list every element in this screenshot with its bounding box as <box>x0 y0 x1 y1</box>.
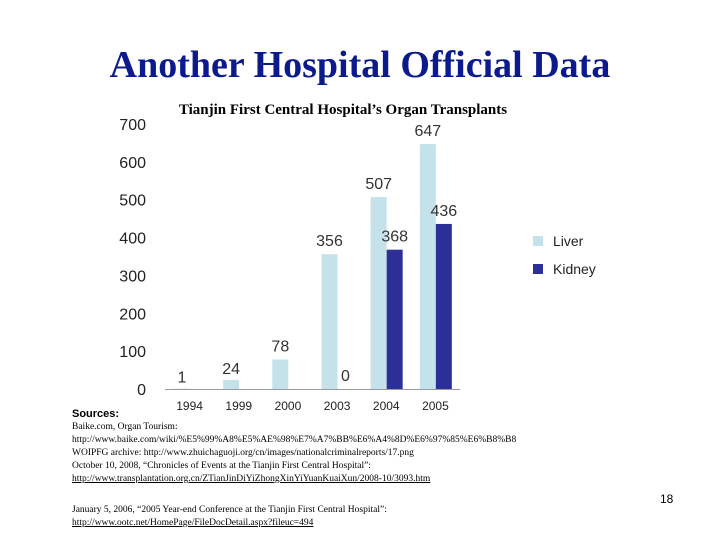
source-line: http://www.baike.com/wiki/%E5%99%A8%E5%A… <box>72 435 517 445</box>
liver-bar <box>272 359 289 389</box>
kidney-bar <box>435 223 452 389</box>
liver-bar <box>321 254 338 389</box>
data-label: 436 <box>430 203 457 220</box>
data-labels: 1 24 78 356 0 507 368 647 436 <box>178 123 458 387</box>
data-label: 368 <box>381 229 408 246</box>
slide-title: Another Hospital Official Data <box>109 44 611 86</box>
y-tick-label: 700 <box>119 117 146 134</box>
data-label: 24 <box>222 361 240 378</box>
y-tick-label: 500 <box>119 193 146 210</box>
y-tick-label: 600 <box>119 155 146 172</box>
y-tick-label: 200 <box>119 306 146 323</box>
kidney-legend-swatch <box>533 264 543 274</box>
page-number: 18 <box>660 492 674 506</box>
sources: Sources: Baike.com, Organ Tourism: http:… <box>72 408 672 530</box>
y-tick-label: 0 <box>137 382 146 399</box>
x-tick-label: 2003 <box>324 399 351 410</box>
x-tick-label: 1999 <box>225 399 252 410</box>
sources-label: Sources: <box>72 408 120 420</box>
x-axis: 1994 1999 2000 2003 2004 2005 <box>165 389 460 410</box>
spacer <box>72 486 672 504</box>
source-line: WOIPFG archive: http://www.zhuichaguoji.… <box>72 448 414 458</box>
y-tick-label: 100 <box>119 344 146 361</box>
x-tick-label: 1994 <box>176 399 203 410</box>
liver-bar <box>223 379 240 389</box>
data-label: 507 <box>365 176 392 193</box>
liver-bar <box>370 197 387 389</box>
source-line: January 5, 2006, “2005 Year-end Conferen… <box>72 505 387 515</box>
bars <box>174 144 452 389</box>
x-tick-label: 2000 <box>275 399 302 410</box>
data-label: 78 <box>271 338 289 355</box>
data-label: 0 <box>341 368 350 385</box>
source-line: Baike.com, Organ Tourism: <box>72 422 178 432</box>
data-label: 1 <box>178 370 187 387</box>
source-line: October 10, 2008, “Chronicles of Events … <box>72 461 371 471</box>
organ-transplant-chart: Tianjin First Central Hospital’s Organ T… <box>119 102 596 410</box>
legend-label: Kidney <box>553 261 596 277</box>
x-tick-label: 2005 <box>422 399 449 410</box>
data-label: 647 <box>414 123 441 140</box>
kidney-bar <box>386 249 403 389</box>
legend-label: Liver <box>553 233 584 249</box>
liver-bar <box>419 144 436 389</box>
x-tick-label: 2004 <box>373 399 400 410</box>
y-axis: 0 100 200 300 400 500 600 700 <box>119 117 146 399</box>
data-label: 356 <box>316 233 343 250</box>
source-link[interactable]: http://www.transplantation.org.cn/ZTianJ… <box>72 474 431 484</box>
y-tick-label: 400 <box>119 231 146 248</box>
source-link[interactable]: http://www.ootc.net/HomePage/FileDocDeta… <box>72 518 314 528</box>
liver-legend-swatch <box>533 236 543 246</box>
legend: Liver Kidney <box>533 233 596 277</box>
chart-title: Tianjin First Central Hospital’s Organ T… <box>179 102 507 118</box>
y-tick-label: 300 <box>119 268 146 285</box>
